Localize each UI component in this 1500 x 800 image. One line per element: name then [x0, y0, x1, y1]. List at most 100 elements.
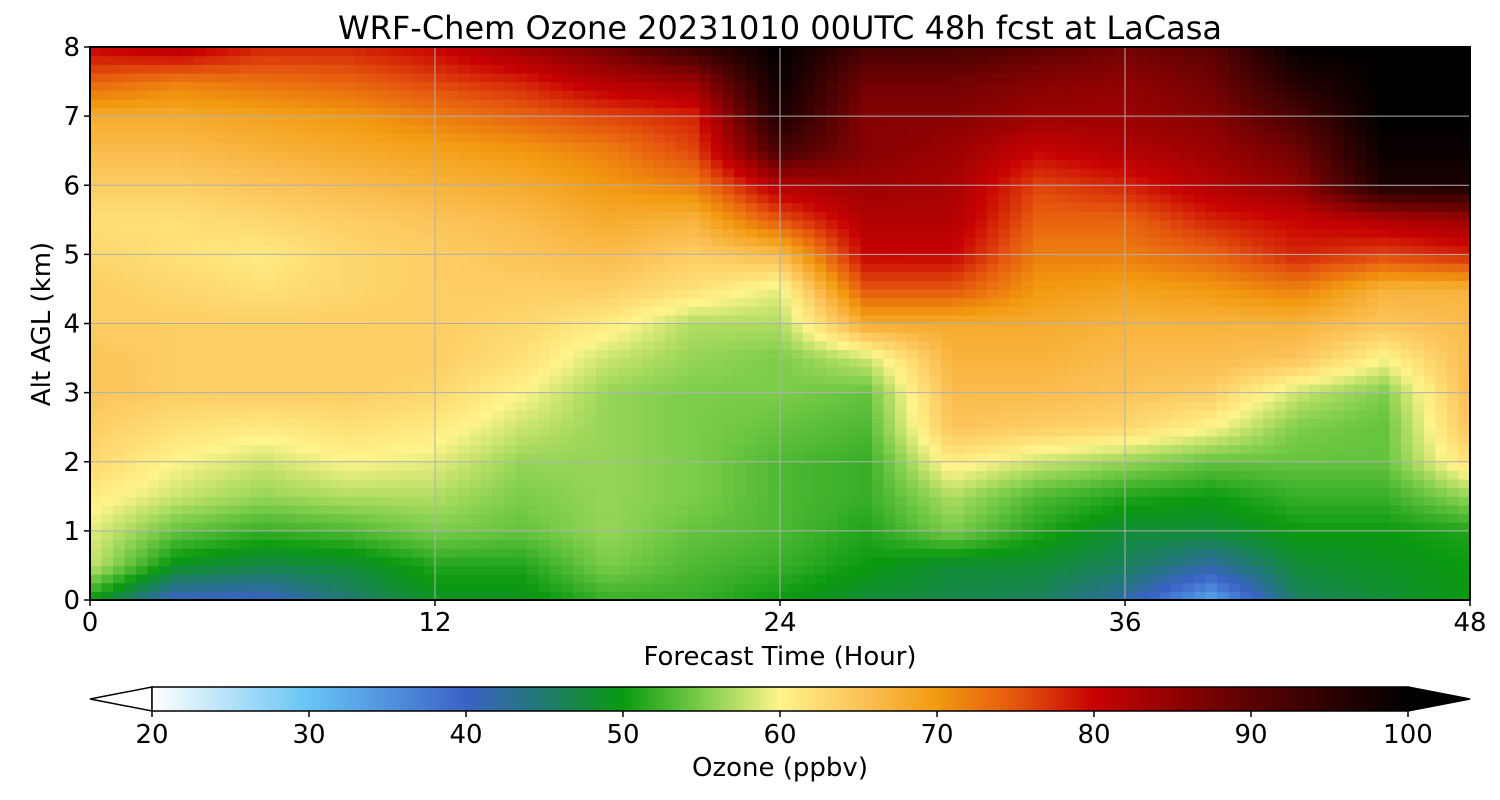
heatmap-cell [469, 271, 482, 281]
heatmap-cell [975, 409, 988, 420]
heatmap-cell [688, 314, 701, 325]
heatmap-cell [918, 349, 931, 359]
heatmap-cell [1194, 461, 1207, 471]
heatmap-cell [791, 444, 804, 454]
heatmap-cell [1148, 288, 1161, 299]
heatmap-cell [343, 349, 356, 359]
heatmap-cell [515, 582, 528, 592]
heatmap-cell [285, 513, 298, 523]
heatmap-cell [791, 323, 804, 333]
heatmap-cell [1090, 487, 1103, 497]
heatmap-cell [1309, 504, 1322, 515]
heatmap-cell [975, 254, 988, 264]
heatmap-cell [504, 582, 517, 592]
heatmap-cell [1447, 504, 1460, 515]
heatmap-cell [147, 427, 160, 437]
heatmap-cell [1090, 444, 1103, 454]
heatmap-cell [998, 530, 1011, 541]
heatmap-cell [193, 444, 206, 454]
heatmap-cell [331, 479, 344, 489]
heatmap-cell [308, 383, 321, 394]
heatmap-cell [1171, 574, 1184, 584]
heatmap-cell [699, 366, 712, 376]
heatmap-cell [239, 263, 252, 273]
heatmap-cell [216, 435, 229, 446]
heatmap-cell [814, 539, 827, 549]
heatmap-cell [1044, 323, 1057, 333]
heatmap-cell [803, 461, 816, 471]
heatmap-cell [458, 306, 471, 316]
heatmap-cell [630, 409, 643, 420]
heatmap-cell [952, 487, 965, 497]
heatmap-cell [768, 530, 781, 541]
heatmap-cell [1182, 245, 1195, 255]
heatmap-cell [170, 358, 183, 368]
heatmap-cell [412, 461, 425, 471]
heatmap-cell [734, 539, 747, 549]
heatmap-cell [883, 280, 896, 290]
heatmap-cell [550, 375, 563, 385]
heatmap-cell [113, 306, 126, 316]
heatmap-cell [262, 539, 275, 549]
heatmap-cell [1378, 461, 1391, 471]
heatmap-cell [780, 444, 793, 454]
heatmap-cell [814, 453, 827, 463]
heatmap-cell [814, 530, 827, 541]
heatmap-cell [964, 366, 977, 376]
heatmap-cell [1343, 358, 1356, 368]
heatmap-cell [941, 513, 954, 523]
heatmap-cell [354, 263, 367, 273]
heatmap-cell [216, 237, 229, 247]
heatmap-cell [193, 453, 206, 463]
heatmap-cell [205, 539, 218, 549]
heatmap-cell [1228, 479, 1241, 489]
heatmap-cell [630, 444, 643, 454]
heatmap-cell [182, 539, 195, 549]
heatmap-cell [1205, 530, 1218, 541]
heatmap-cell [722, 522, 735, 532]
heatmap-cell [987, 288, 1000, 299]
heatmap-cell [1389, 383, 1402, 394]
heatmap-cell [205, 288, 218, 299]
heatmap-cell [814, 349, 827, 359]
heatmap-cell [412, 271, 425, 281]
heatmap-cell [1090, 392, 1103, 402]
heatmap-cell [722, 479, 735, 489]
heatmap-cell [228, 548, 241, 558]
heatmap-cell [1171, 340, 1184, 351]
heatmap-cell [400, 427, 413, 437]
heatmap-cell [412, 582, 425, 592]
heatmap-cell [481, 366, 494, 376]
heatmap-cell [1228, 375, 1241, 385]
heatmap-cell [1320, 383, 1333, 394]
heatmap-cell [1378, 504, 1391, 515]
heatmap-cell [895, 263, 908, 273]
heatmap-cell [1240, 375, 1253, 385]
heatmap-cell [918, 548, 931, 558]
heatmap-cell [757, 245, 770, 255]
heatmap-cell [147, 280, 160, 290]
heatmap-cell [1366, 461, 1379, 471]
heatmap-cell [1217, 470, 1230, 480]
heatmap-cell [1355, 479, 1368, 489]
heatmap-cell [745, 237, 758, 247]
heatmap-cell [883, 504, 896, 515]
heatmap-cell [1263, 539, 1276, 549]
heatmap-cell [826, 332, 839, 342]
heatmap-cell [630, 254, 643, 264]
heatmap-cell [504, 297, 517, 307]
heatmap-cell [561, 453, 574, 463]
heatmap-cell [1286, 444, 1299, 454]
heatmap-cell [515, 314, 528, 325]
heatmap-cell [1355, 366, 1368, 376]
heatmap-cell [1458, 340, 1470, 351]
heatmap-cell [239, 556, 252, 567]
heatmap-cell [998, 504, 1011, 515]
heatmap-cell [515, 306, 528, 316]
heatmap-cell [124, 539, 137, 549]
heatmap-cell [228, 332, 241, 342]
heatmap-cell [239, 418, 252, 428]
heatmap-cell [308, 358, 321, 368]
heatmap-cell [297, 323, 310, 333]
heatmap-cell [688, 323, 701, 333]
